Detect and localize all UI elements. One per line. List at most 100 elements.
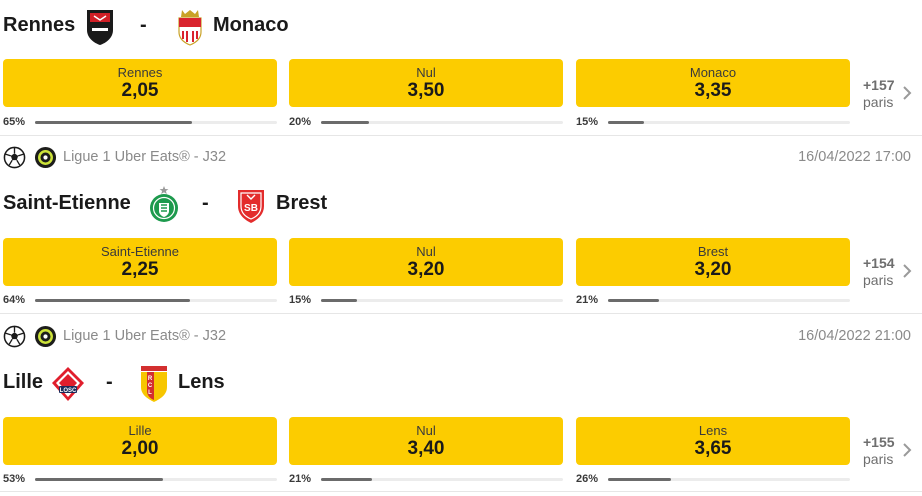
odd-value: 2,00 xyxy=(121,438,159,459)
odd-button-away[interactable]: Lens 3,65 xyxy=(576,417,850,465)
chevron-right-icon xyxy=(903,264,912,278)
bet-share-track xyxy=(608,121,850,124)
bet-share-fill xyxy=(321,478,372,481)
away-team-name[interactable]: Brest xyxy=(276,192,328,214)
bet-share-value: 64% xyxy=(3,294,26,306)
bet-share-fill xyxy=(608,478,671,481)
odd-label: Lens xyxy=(698,423,728,438)
match-card-rennes-monaco: Rennes - Monaco Rennes 2,05 Nul 3,50 Mon… xyxy=(0,0,922,135)
match-card-lille-lens: Ligue 1 Uber Eats® - J32 16/04/2022 21:0… xyxy=(0,322,922,496)
match-separator: - xyxy=(202,192,209,214)
bet-share-fill xyxy=(35,478,164,481)
bet-share-track xyxy=(35,478,277,481)
divider xyxy=(0,313,922,314)
odd-value: 3,35 xyxy=(694,80,732,101)
odd-label: Saint-Etienne xyxy=(100,244,180,259)
odd-label: Rennes xyxy=(117,65,163,80)
home-team-name[interactable]: Saint-Etienne xyxy=(3,192,131,214)
bet-share-fill xyxy=(608,121,645,124)
bet-share-fill xyxy=(35,121,193,124)
bet-share-draw: 21% xyxy=(289,472,563,486)
odd-button-draw[interactable]: Nul 3,40 xyxy=(289,417,563,465)
more-bets-button[interactable]: +154 paris xyxy=(859,247,919,295)
odd-label: Nul xyxy=(416,65,436,80)
match-meta: Ligue 1 Uber Eats® - J32 16/04/2022 21:0… xyxy=(0,322,922,352)
league-name[interactable]: Ligue 1 Uber Eats® - J32 xyxy=(63,149,227,165)
more-bets-count: +157 xyxy=(863,77,895,93)
football-icon xyxy=(3,146,26,169)
match-datetime: 16/04/2022 21:00 xyxy=(798,328,911,344)
match-card-saint-etienne-brest: Ligue 1 Uber Eats® - J32 16/04/2022 17:0… xyxy=(0,143,922,313)
teams-row[interactable]: Rennes - Monaco xyxy=(0,6,922,46)
odd-value: 3,40 xyxy=(407,438,445,459)
svg-text:R: R xyxy=(148,376,153,382)
home-team-name[interactable]: Rennes xyxy=(3,14,76,36)
match-meta: Ligue 1 Uber Eats® - J32 16/04/2022 17:0… xyxy=(0,143,922,173)
bet-share-home: 64% xyxy=(3,293,277,307)
odd-value: 2,05 xyxy=(121,80,159,101)
match-separator: - xyxy=(140,14,147,36)
svg-text:C: C xyxy=(148,383,153,389)
ligue1-icon xyxy=(34,325,57,348)
bet-share-draw: 15% xyxy=(289,293,563,307)
odd-button-away[interactable]: Brest 3,20 xyxy=(576,238,850,286)
bet-share-fill xyxy=(321,121,370,124)
odd-label: Monaco xyxy=(689,65,737,80)
bet-share-away: 15% xyxy=(576,115,850,129)
bet-share-fill xyxy=(35,299,190,302)
bet-share-track xyxy=(35,299,277,302)
bet-share-value: 15% xyxy=(289,294,312,306)
odd-label: Nul xyxy=(416,423,436,438)
odd-button-away[interactable]: Monaco 3,35 xyxy=(576,59,850,107)
more-bets-button[interactable]: +155 paris xyxy=(859,426,919,474)
more-bets-label: paris xyxy=(863,272,894,288)
chevron-right-icon xyxy=(903,86,912,100)
bet-share-track xyxy=(321,478,563,481)
odd-value: 2,25 xyxy=(121,259,159,280)
more-bets-label: paris xyxy=(863,451,894,467)
bet-share-fill xyxy=(321,299,358,302)
lens-crest-icon: R C L xyxy=(141,366,167,402)
odd-label: Nul xyxy=(416,244,436,259)
bet-share-value: 53% xyxy=(3,473,26,485)
away-team-name[interactable]: Lens xyxy=(178,371,225,393)
away-team-name[interactable]: Monaco xyxy=(213,14,289,36)
league-name[interactable]: Ligue 1 Uber Eats® - J32 xyxy=(63,328,227,344)
more-bets-label: paris xyxy=(863,94,894,110)
bet-share-home: 53% xyxy=(3,472,277,486)
bet-share-track xyxy=(608,299,850,302)
odd-button-draw[interactable]: Nul 3,50 xyxy=(289,59,563,107)
odd-button-home[interactable]: Lille 2,00 xyxy=(3,417,277,465)
rennes-crest-icon xyxy=(87,10,113,45)
bet-share-away: 21% xyxy=(576,293,850,307)
brest-crest-icon: SB xyxy=(238,190,264,223)
odd-value: 3,20 xyxy=(407,259,445,280)
svg-text:LOSC: LOSC xyxy=(60,388,77,394)
odd-button-draw[interactable]: Nul 3,20 xyxy=(289,238,563,286)
bet-share-home: 65% xyxy=(3,115,277,129)
bet-share-value: 20% xyxy=(289,116,312,128)
odd-button-home[interactable]: Rennes 2,05 xyxy=(3,59,277,107)
bet-share-track xyxy=(35,121,277,124)
bet-share-away: 26% xyxy=(576,472,850,486)
bet-share-draw: 20% xyxy=(289,115,563,129)
more-bets-count: +154 xyxy=(863,255,895,271)
odd-label: Lille xyxy=(128,423,152,438)
divider xyxy=(0,135,922,136)
bet-share-track xyxy=(608,478,850,481)
football-icon xyxy=(3,325,26,348)
odd-button-home[interactable]: Saint-Etienne 2,25 xyxy=(3,238,277,286)
more-bets-button[interactable]: +157 paris xyxy=(859,69,919,117)
divider xyxy=(0,491,922,492)
lille-crest-icon: LOSC xyxy=(52,367,84,401)
bet-share-track xyxy=(321,299,563,302)
teams-row[interactable]: Saint-Etienne - SB Brest xyxy=(0,184,922,224)
bet-share-fill xyxy=(608,299,659,302)
bet-share-value: 21% xyxy=(289,473,312,485)
home-team-name[interactable]: Lille xyxy=(3,371,44,393)
odd-value: 3,20 xyxy=(694,259,732,280)
chevron-right-icon xyxy=(903,443,912,457)
odd-value: 3,65 xyxy=(694,438,732,459)
teams-row[interactable]: Lille LOSC - R C L Lens xyxy=(0,363,922,403)
bet-share-value: 21% xyxy=(576,294,599,306)
